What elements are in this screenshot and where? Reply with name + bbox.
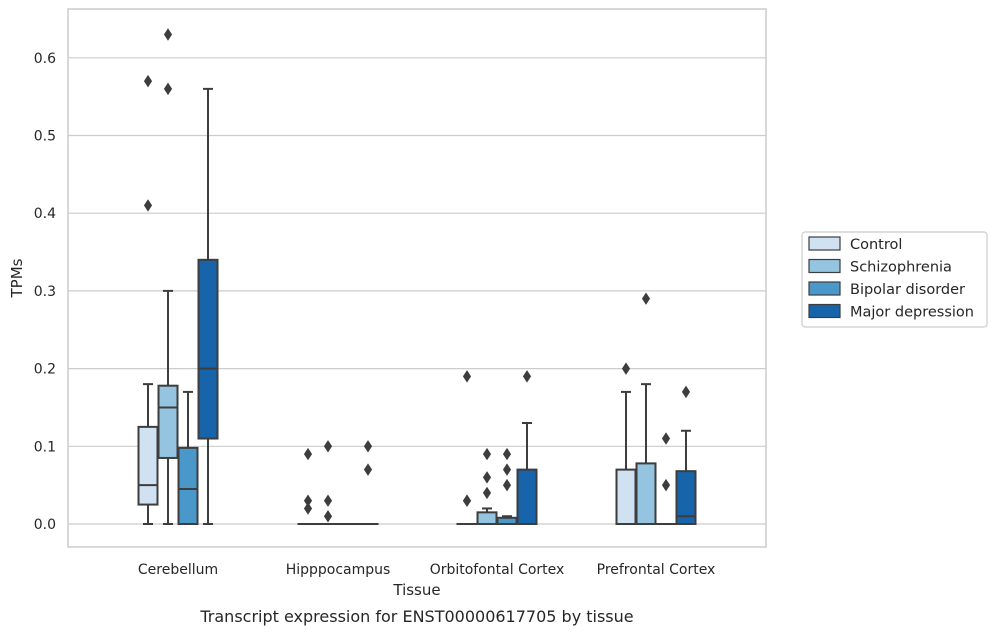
legend-label: Major depression — [850, 305, 974, 321]
box-iqr — [177, 446, 199, 526]
x-tick-label: Orbitofontal Cortex — [430, 562, 565, 578]
box-3-2 — [655, 432, 677, 526]
box-iqr — [476, 511, 498, 525]
plot-area: 0.0 0.1 0.2 0.3 0.4 0.5 0.6 Cerebellum Hipppocam… — [34, 8, 767, 578]
outlier-point — [661, 478, 671, 492]
outlier-point — [522, 370, 532, 383]
box-iqr — [635, 462, 657, 526]
y-tick-label: 0.3 — [34, 284, 56, 300]
y-axis-label: TPMs — [8, 258, 26, 298]
legend-swatch — [808, 236, 841, 251]
outlier-point — [323, 494, 333, 507]
x-tick-label: Prefrontal Cortex — [597, 562, 716, 578]
box-iqr — [675, 470, 697, 525]
outlier-point — [323, 440, 333, 453]
x-tick-label: Cerebellum — [138, 562, 218, 578]
x-axis-label: Tissue — [392, 581, 440, 599]
x-tick-label: Hipppocampus — [286, 562, 391, 578]
plot-frame — [67, 8, 767, 548]
chart-caption: Transcript expression for ENST0000061770… — [199, 607, 633, 626]
legend-swatch — [808, 281, 841, 296]
box-iqr — [157, 384, 179, 459]
box-1-1 — [317, 440, 339, 526]
legend-swatch — [808, 303, 841, 319]
outlier-point — [303, 494, 313, 507]
outlier-point — [502, 478, 512, 492]
outlier-point — [462, 494, 472, 507]
y-tick-label: 0.0 — [34, 517, 56, 533]
legend-frame — [801, 231, 988, 328]
outlier-point — [323, 509, 333, 523]
box-0-3 — [197, 87, 219, 525]
outlier-point — [303, 502, 313, 515]
outlier-point — [303, 447, 313, 461]
box-1-3 — [357, 440, 379, 526]
outlier-point — [143, 199, 153, 212]
outlier-point — [482, 447, 492, 461]
outlier-point — [641, 292, 651, 305]
legend-label: Control — [850, 237, 902, 253]
legend: Control Schizophrenia Bipolar disorder Majo… — [801, 231, 988, 328]
outlier-point — [143, 74, 153, 88]
legend-swatch — [808, 258, 841, 274]
outlier-point — [502, 463, 512, 476]
box-2-0 — [456, 370, 478, 526]
outlier-point — [363, 440, 373, 453]
box-iqr — [197, 258, 219, 440]
box-2-1 — [476, 447, 498, 525]
y-tick-label: 0.4 — [34, 206, 56, 222]
plot-background — [68, 9, 766, 547]
box-0-1 — [157, 28, 179, 525]
outlier-point — [163, 82, 173, 96]
outlier-point — [462, 370, 472, 383]
legend-label: Schizophrenia — [850, 260, 952, 276]
outlier-point — [363, 463, 373, 476]
outlier-point — [661, 432, 671, 445]
y-tick-label: 0.2 — [34, 362, 56, 378]
box-3-1 — [635, 292, 657, 526]
outlier-point — [163, 28, 173, 41]
outlier-point — [482, 486, 492, 500]
box-0-0 — [137, 74, 159, 525]
outlier-point — [621, 362, 631, 375]
y-tick-label: 0.6 — [34, 51, 56, 67]
box-iqr — [516, 468, 538, 525]
box-3-3 — [675, 385, 697, 525]
outlier-point — [482, 471, 492, 484]
outlier-point — [681, 385, 691, 399]
box-0-2 — [177, 390, 199, 526]
box-iqr — [615, 468, 637, 525]
y-tick-label: 0.1 — [34, 439, 56, 455]
y-tick-label: 0.5 — [34, 129, 56, 145]
box-iqr — [137, 425, 159, 506]
outlier-point — [502, 447, 512, 461]
box-3-0 — [615, 362, 637, 525]
legend-label: Bipolar disorder — [850, 282, 965, 298]
box-2-3 — [516, 370, 538, 525]
